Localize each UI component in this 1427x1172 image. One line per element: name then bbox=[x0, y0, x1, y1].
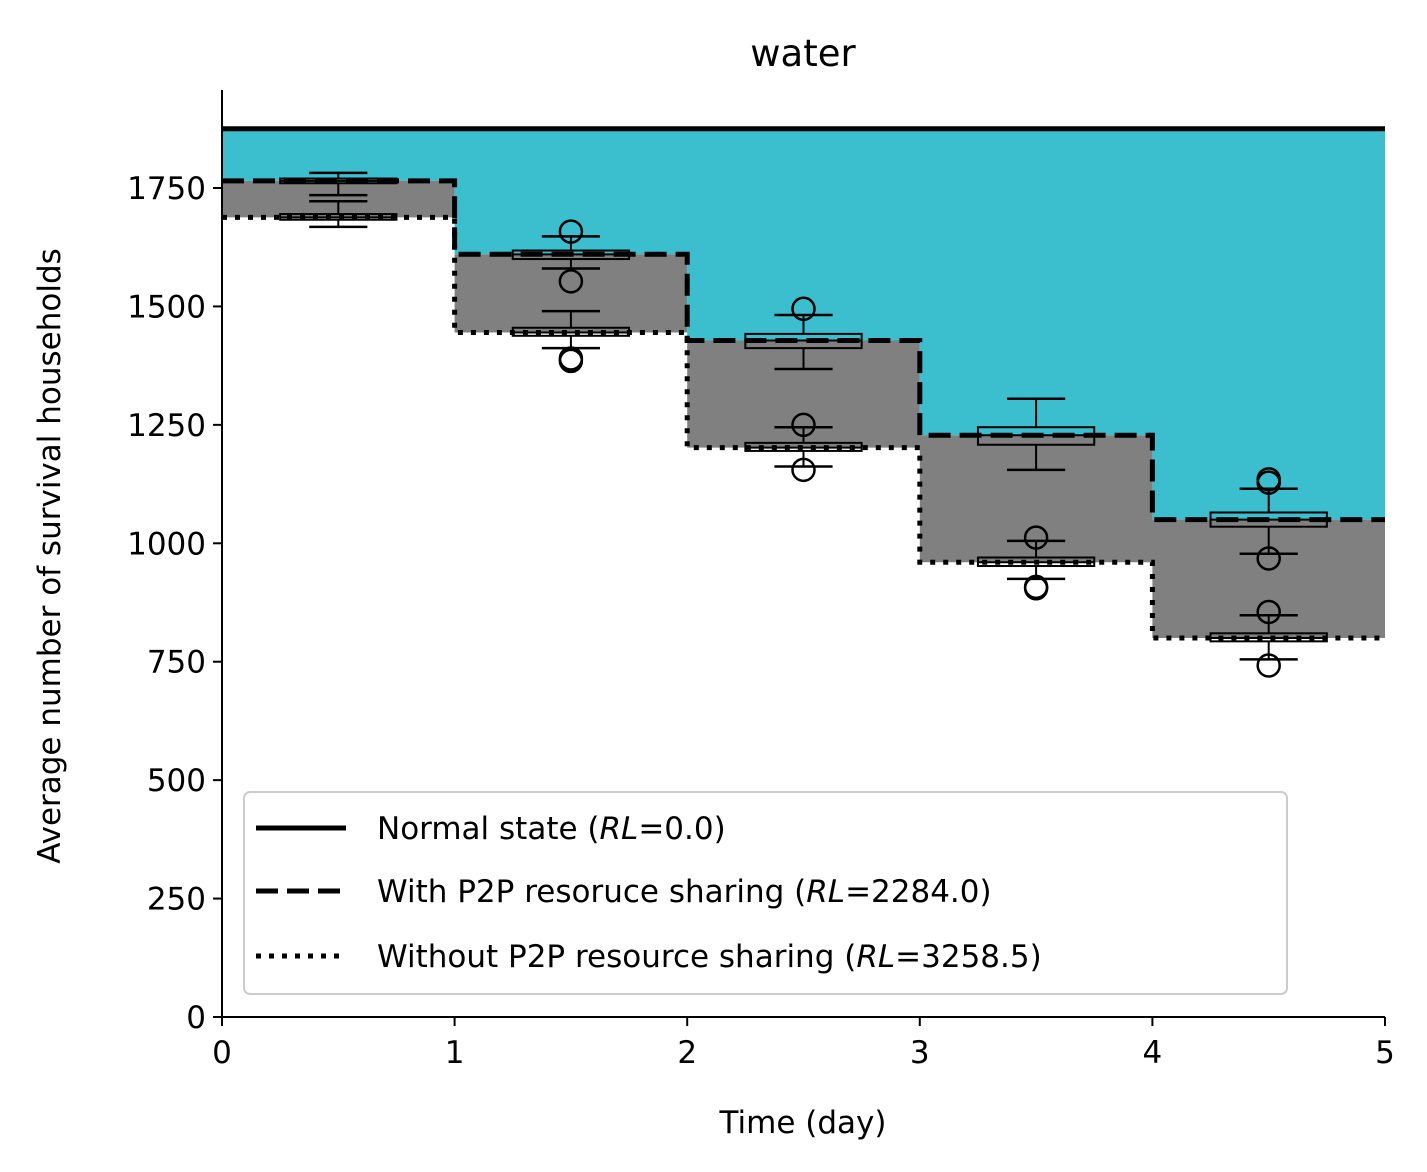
boxplot-with-8 bbox=[1209, 467, 1328, 571]
y-axis-label: Average number of survival households bbox=[32, 248, 68, 864]
boxplot-flier bbox=[1023, 576, 1049, 601]
boxplot-flier bbox=[1256, 546, 1281, 571]
legend-label-dotted: Without P2P resource sharing (RL=3258.5) bbox=[377, 939, 1042, 975]
x-tick-label: 3 bbox=[910, 1035, 930, 1071]
boxplot-without-1 bbox=[279, 200, 398, 229]
series-line-dotted bbox=[222, 214, 1385, 641]
boxplot-flier bbox=[1256, 599, 1281, 625]
x-tick-label: 4 bbox=[1143, 1035, 1163, 1071]
boxplot-flier bbox=[791, 296, 816, 322]
legend-label-suffix: =3258.5) bbox=[895, 939, 1042, 975]
x-tick-label: 5 bbox=[1375, 1035, 1395, 1071]
chart-title: water bbox=[750, 32, 856, 75]
legend-label-rl: RL bbox=[600, 811, 639, 847]
y-tick-label: 1000 bbox=[127, 526, 206, 562]
boxplot-flier bbox=[558, 219, 584, 244]
boxplot-flier bbox=[1256, 470, 1281, 495]
x-tick-label: 2 bbox=[677, 1035, 697, 1071]
y-tick-label: 1250 bbox=[127, 408, 206, 444]
area-fills bbox=[222, 128, 1385, 638]
boxplot-without-3 bbox=[511, 309, 631, 374]
fill-area-with-to-without-p2p bbox=[222, 180, 1385, 638]
boxplot-without-7 bbox=[976, 525, 1096, 601]
boxplot-flier bbox=[1256, 653, 1281, 678]
boxplot-with-6 bbox=[976, 397, 1096, 472]
boxplot-flier bbox=[558, 269, 584, 294]
boxplot-without-9 bbox=[1209, 599, 1328, 678]
legend-label-rl: RL bbox=[856, 939, 895, 975]
legend-label-dashed: With P2P resoruce sharing (RL=2284.0) bbox=[377, 874, 992, 910]
boxplot-with-2 bbox=[511, 219, 631, 294]
legend-label-prefix: Without P2P resource sharing ( bbox=[377, 939, 856, 975]
boxplot-flier bbox=[791, 457, 816, 483]
legend-label-suffix: =0.0) bbox=[638, 811, 725, 847]
boxplot-with-0 bbox=[279, 171, 398, 197]
legend-label-rl: RL bbox=[806, 874, 845, 910]
series-lines bbox=[222, 126, 1385, 641]
ticks: 0 1 2 3 4 5 0 250 500 750 1000 1250 1500 1750 bbox=[127, 171, 1395, 1071]
x-tick-label: 0 bbox=[212, 1035, 232, 1071]
boxplot-flier bbox=[791, 412, 816, 438]
y-tick-label: 1500 bbox=[127, 289, 206, 325]
y-tick-label: 750 bbox=[147, 645, 206, 681]
legend-label-prefix: Normal state ( bbox=[377, 811, 600, 847]
y-tick-label: 250 bbox=[147, 882, 206, 918]
y-tick-label: 0 bbox=[186, 1000, 206, 1036]
y-tick-label: 500 bbox=[147, 763, 206, 799]
y-tick-label: 1750 bbox=[127, 171, 206, 207]
boxplot-flier bbox=[558, 348, 584, 374]
x-tick-label: 1 bbox=[445, 1035, 465, 1071]
legend-label-solid: Normal state (RL=0.0) bbox=[377, 811, 726, 847]
legend: Normal state (RL=0.0)With P2P resoruce s… bbox=[243, 791, 1288, 995]
series-line-dashed bbox=[222, 178, 1385, 523]
boxplot-with-4 bbox=[744, 296, 863, 371]
x-axis-label: Time (day) bbox=[719, 1105, 887, 1141]
legend-label-prefix: With P2P resoruce sharing ( bbox=[377, 874, 806, 910]
boxplots bbox=[279, 171, 1328, 678]
legend-frame bbox=[243, 791, 1288, 995]
axes bbox=[221, 90, 1385, 1018]
legend-label-suffix: =2284.0) bbox=[845, 874, 992, 910]
boxplot-flier bbox=[1023, 525, 1049, 550]
boxplot-without-5 bbox=[744, 412, 863, 483]
